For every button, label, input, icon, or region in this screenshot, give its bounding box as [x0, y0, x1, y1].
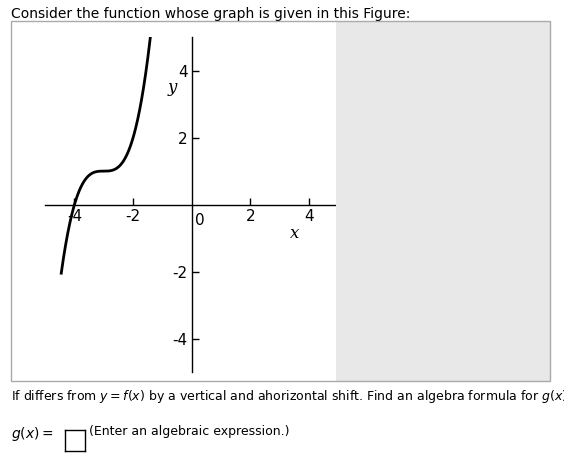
Text: y: y	[168, 79, 177, 96]
Text: Consider the function whose graph is given in this Figure:: Consider the function whose graph is giv…	[11, 7, 411, 21]
Text: If differs from $y = f(x)$ by a vertical and ahorizontal shift. Find an algebra : If differs from $y = f(x)$ by a vertical…	[11, 388, 564, 405]
Text: (Enter an algebraic expression.): (Enter an algebraic expression.)	[89, 425, 289, 438]
Text: $g(x) = $: $g(x) = $	[11, 425, 54, 444]
Text: x: x	[290, 225, 299, 242]
Text: 0: 0	[195, 213, 205, 228]
